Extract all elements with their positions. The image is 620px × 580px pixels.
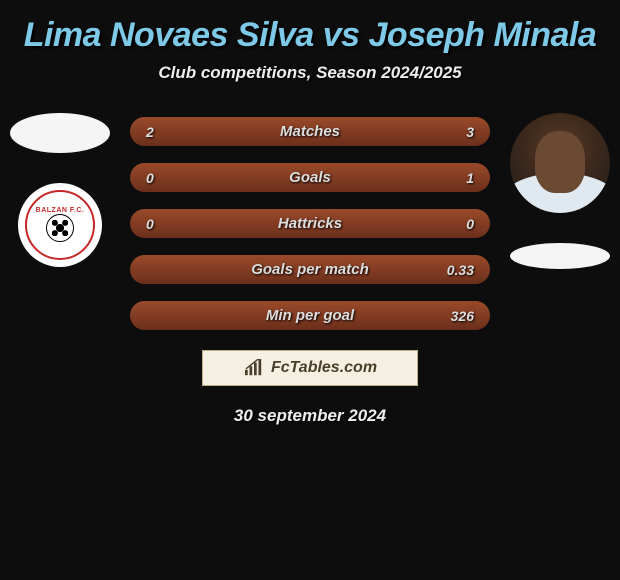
date-label: 30 september 2024 — [0, 406, 620, 426]
stat-right-value: 0.33 — [444, 262, 474, 278]
right-side — [508, 113, 612, 269]
stat-left-value: 0 — [146, 170, 176, 186]
left-side: BALZAN F.C. — [8, 113, 112, 267]
brand-text: FcTables.com — [271, 359, 377, 377]
stat-row-hattricks: 0 Hattricks 0 — [130, 209, 490, 238]
subtitle: Club competitions, Season 2024/2025 — [0, 63, 620, 83]
stat-row-min-per-goal: Min per goal 326 — [130, 301, 490, 330]
club-logo-text: BALZAN F.C. — [36, 207, 85, 214]
main-row: BALZAN F.C. 2 Matches 3 0 Goals 1 0 Hatt… — [0, 113, 620, 330]
page-title: Lima Novaes Silva vs Joseph Minala — [0, 16, 620, 55]
balzan-logo-shape: BALZAN F.C. — [25, 190, 95, 260]
stat-label: Hattricks — [278, 215, 342, 232]
stat-label: Matches — [280, 123, 340, 140]
stat-left-value: 2 — [146, 124, 176, 140]
stat-left-value: 0 — [146, 216, 176, 232]
stat-right-value: 1 — [444, 170, 474, 186]
left-player-avatar — [10, 113, 110, 153]
stat-row-goals: 0 Goals 1 — [130, 163, 490, 192]
comparison-card: Lima Novaes Silva vs Joseph Minala Club … — [0, 0, 620, 426]
stat-right-value: 0 — [444, 216, 474, 232]
stat-row-goals-per-match: Goals per match 0.33 — [130, 255, 490, 284]
chart-icon — [243, 359, 265, 377]
stat-row-matches: 2 Matches 3 — [130, 117, 490, 146]
stat-label: Goals per match — [251, 261, 369, 278]
stat-right-value: 3 — [444, 124, 474, 140]
stat-label: Min per goal — [266, 307, 354, 324]
stat-bars: 2 Matches 3 0 Goals 1 0 Hattricks 0 Goal… — [130, 117, 490, 330]
right-player-avatar — [510, 113, 610, 213]
brand-box[interactable]: FcTables.com — [202, 350, 418, 386]
left-club-logo: BALZAN F.C. — [18, 183, 102, 267]
avatar-face-shape — [535, 131, 585, 193]
stat-right-value: 326 — [444, 308, 474, 324]
soccer-ball-icon — [46, 214, 74, 242]
right-club-logo — [510, 243, 610, 269]
stat-label: Goals — [289, 169, 331, 186]
